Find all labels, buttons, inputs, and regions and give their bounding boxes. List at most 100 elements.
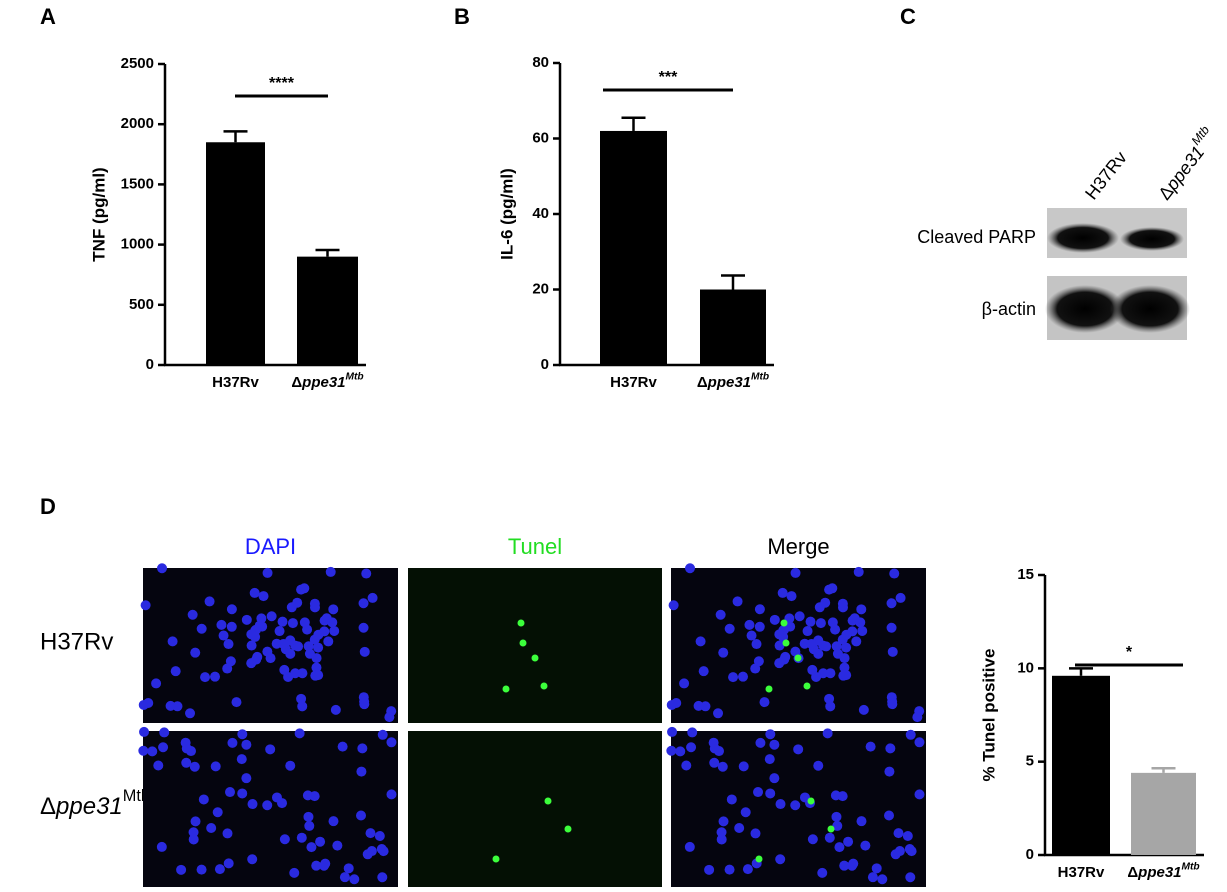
cell (886, 598, 897, 609)
cell (693, 700, 704, 711)
cell (914, 737, 925, 748)
cell (231, 697, 242, 708)
cell (140, 600, 151, 611)
y-axis-label: TNF (pg/ml) (89, 167, 108, 261)
cell (698, 666, 709, 677)
cell (187, 609, 198, 620)
cell (742, 864, 753, 875)
blot-band (1110, 285, 1190, 333)
cell (362, 849, 373, 860)
cell (856, 604, 867, 615)
cell (386, 737, 397, 748)
cell (176, 864, 187, 875)
cell (858, 704, 869, 715)
cell (309, 598, 320, 609)
cell (294, 728, 305, 739)
cell (890, 849, 901, 860)
cell (794, 611, 805, 622)
cell (841, 642, 852, 653)
cell (158, 742, 169, 753)
y-tick-label: 1500 (121, 175, 154, 192)
cell (820, 597, 831, 608)
cell (853, 566, 864, 577)
cell (225, 787, 236, 798)
cell (138, 745, 149, 756)
cell (905, 872, 916, 883)
cell (246, 629, 257, 640)
cell (867, 872, 878, 883)
cell (226, 604, 237, 615)
cell (356, 810, 367, 821)
cell (774, 629, 785, 640)
x-tick-label: Δppe31Mtb (697, 371, 769, 391)
cell (311, 662, 322, 673)
y-tick-label: 500 (129, 296, 154, 313)
panel-label: B (454, 4, 470, 29)
cell (751, 639, 762, 650)
cell (732, 596, 743, 607)
micrograph (408, 568, 662, 723)
x-tick-label: Δppe31Mtb (1127, 861, 1199, 881)
cell (143, 698, 154, 709)
y-tick-label: 0 (541, 356, 549, 373)
blot-lane-label: Δppe31Mtb (1150, 123, 1220, 203)
y-tick-label: 2000 (121, 115, 154, 132)
cell (716, 827, 727, 838)
cell (746, 630, 757, 641)
column-header: DAPI (245, 534, 296, 559)
cell (715, 609, 726, 620)
cell (304, 648, 315, 659)
bar (206, 142, 265, 365)
cell (716, 834, 727, 845)
cell (667, 726, 678, 737)
cell (848, 858, 859, 869)
cell (904, 844, 915, 855)
cell (296, 693, 307, 704)
cell (358, 598, 369, 609)
cell (356, 766, 367, 777)
cell (860, 840, 871, 851)
cell (718, 647, 729, 658)
cell (765, 788, 776, 799)
cell (754, 621, 765, 632)
cell (303, 811, 314, 822)
cell (241, 739, 252, 750)
cell (839, 860, 850, 871)
cell (358, 692, 369, 703)
cell (893, 828, 904, 839)
error-bar (315, 248, 340, 257)
cell (755, 737, 766, 748)
cell (279, 834, 290, 845)
cell (687, 727, 698, 738)
cell (188, 827, 199, 838)
panel-label: A (40, 4, 56, 29)
error-bar (1151, 766, 1176, 773)
cell (675, 746, 686, 757)
cell (279, 664, 290, 675)
tunel-spot (519, 639, 527, 647)
cell (223, 858, 234, 869)
cell (684, 841, 695, 852)
cell (262, 646, 273, 657)
cell (831, 641, 842, 652)
cell (358, 622, 369, 633)
cell (311, 860, 322, 871)
tunel-spot (517, 619, 525, 627)
cell (724, 623, 735, 634)
cell (759, 697, 770, 708)
error-bar (621, 116, 646, 131)
cell (740, 807, 751, 818)
panel-label: C (900, 4, 916, 29)
cell (139, 726, 150, 737)
cell (802, 626, 813, 637)
cell (847, 626, 858, 637)
tunel-spot (803, 682, 811, 690)
cell (302, 624, 313, 635)
y-axis-label: IL-6 (pg/ml) (497, 168, 516, 260)
y-tick-label: 40 (532, 205, 549, 222)
cell (807, 664, 818, 675)
cell (293, 641, 304, 652)
cell (887, 646, 898, 657)
cell (824, 693, 835, 704)
cell (717, 761, 728, 772)
